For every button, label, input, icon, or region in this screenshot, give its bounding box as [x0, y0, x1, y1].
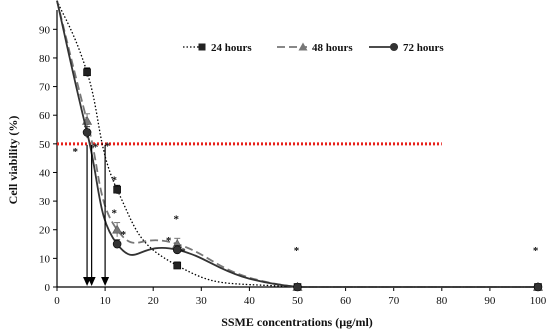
significance-star: *	[294, 245, 300, 257]
legend-marker	[390, 43, 398, 51]
significance-star: *	[111, 208, 117, 220]
y-tick-label: 50	[39, 139, 51, 151]
x-tick-label: 20	[148, 295, 160, 307]
legend-item-48-hours: 48 hours	[277, 42, 353, 54]
y-tick-label: 70	[39, 82, 51, 94]
x-tick-label: 0	[54, 295, 60, 307]
ic50-arrow-head	[87, 277, 96, 286]
data-point	[173, 261, 182, 270]
legend-marker	[298, 42, 308, 51]
x-tick-label: 60	[340, 295, 352, 307]
legend-label: 24 hours	[211, 42, 252, 54]
y-tick-label: 80	[39, 53, 51, 65]
legend-item-24-hours: 24 hours	[183, 42, 252, 54]
y-tick-label: 0	[45, 282, 51, 294]
y-tick-label: 90	[39, 24, 51, 36]
legend-item-72-hours: 72 hours	[369, 42, 444, 54]
y-tick-label: 40	[39, 167, 51, 179]
significance-star: *	[105, 140, 111, 152]
data-point	[112, 224, 123, 234]
data-point	[533, 282, 543, 292]
data-point	[83, 68, 91, 77]
data-point	[113, 185, 121, 194]
x-tick-label: 10	[100, 295, 112, 307]
legend-label: 72 hours	[403, 42, 444, 54]
significance-star: *	[111, 175, 117, 187]
significance-star: *	[533, 245, 539, 257]
y-tick-label: 20	[39, 225, 51, 237]
x-tick-label: 50	[292, 295, 304, 307]
ic50-arrow-head	[101, 277, 110, 286]
series-72-hours	[56, 0, 543, 292]
legend-marker	[198, 43, 206, 51]
y-tick-label: 60	[39, 110, 51, 122]
significance-star: *	[73, 146, 79, 158]
significance-star: *	[93, 142, 99, 154]
data-point	[172, 245, 182, 255]
data-point	[112, 239, 122, 249]
series-line	[56, 0, 538, 288]
x-tick-label: 80	[436, 295, 448, 307]
significance-star: *	[121, 229, 127, 241]
x-tick-label: 70	[388, 295, 400, 307]
significance-star: *	[166, 235, 172, 247]
y-tick-label: 10	[39, 253, 51, 265]
x-tick-label: 100	[530, 295, 547, 307]
data-point	[82, 128, 92, 137]
x-axis-title: SSME concentrations (µg/ml)	[221, 315, 373, 329]
x-tick-label: 90	[484, 295, 496, 307]
x-tick-label: 40	[244, 295, 256, 307]
x-tick-label: 30	[196, 295, 208, 307]
legend-label: 48 hours	[312, 42, 353, 54]
significance-star: *	[180, 246, 186, 258]
data-point	[293, 282, 302, 292]
significance-star: *	[174, 213, 180, 225]
series-line	[56, 0, 538, 288]
series-48-hours	[56, 0, 544, 291]
y-tick-label: 30	[39, 196, 51, 208]
y-axis-title: Cell viability (%)	[6, 116, 20, 205]
